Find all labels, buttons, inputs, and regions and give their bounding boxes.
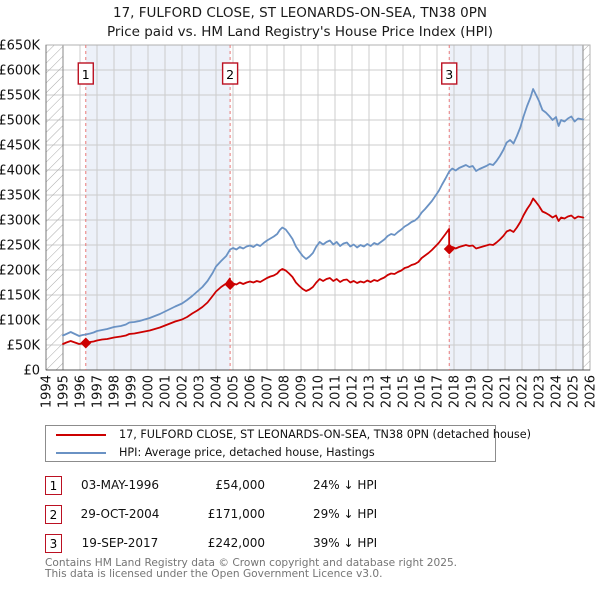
- svg-text:2002: 2002: [176, 375, 191, 408]
- svg-text:2017: 2017: [431, 375, 446, 408]
- copyright-footer: Contains HM Land Registry data © Crown c…: [45, 557, 458, 581]
- chart-title: 17, FULFORD CLOSE, ST LEONARDS-ON-SEA, T…: [112, 5, 488, 21]
- svg-text:1999: 1999: [125, 375, 140, 408]
- svg-text:2015: 2015: [397, 375, 412, 408]
- svg-text:£200K: £200K: [0, 264, 40, 279]
- copyright-line-2: This data is licensed under the Open Gov…: [45, 568, 383, 581]
- svg-text:£600K: £600K: [0, 64, 40, 79]
- svg-text:3: 3: [445, 67, 453, 82]
- svg-text:2025: 2025: [567, 375, 582, 408]
- svg-text:1996: 1996: [74, 375, 89, 408]
- svg-text:1: 1: [82, 67, 90, 82]
- svg-text:2016: 2016: [414, 375, 429, 408]
- svg-text:2012: 2012: [346, 375, 361, 408]
- sale-1-date: 03-MAY-1996: [80, 478, 159, 492]
- svg-text:2022: 2022: [516, 375, 531, 408]
- price-paid-line-swatch: [56, 433, 106, 436]
- sale-1-price: £54,000: [215, 478, 265, 492]
- sale-2-badge: 2: [45, 505, 62, 524]
- svg-text:2019: 2019: [465, 375, 480, 408]
- svg-text:£250K: £250K: [0, 239, 40, 254]
- legend-label-price-paid: 17, FULFORD CLOSE, ST LEONARDS-ON-SEA, T…: [119, 428, 531, 441]
- hpi-line-swatch: [56, 451, 106, 454]
- svg-text:2018: 2018: [448, 375, 463, 408]
- legend-label-hpi: HPI: Average price, detached house, Hast…: [119, 446, 375, 459]
- svg-text:£400K: £400K: [0, 164, 40, 179]
- chart-subtitle: Price paid vs. HM Land Registry's House …: [107, 24, 493, 40]
- table-row: 1 03-MAY-1996 £54,000 24% ↓ HPI: [45, 476, 565, 505]
- sale-3-badge: 3: [45, 534, 62, 553]
- svg-text:2023: 2023: [533, 375, 548, 408]
- table-row: 3 19-SEP-2017 £242,000 39% ↓ HPI: [45, 534, 565, 563]
- svg-text:£500K: £500K: [0, 114, 40, 129]
- svg-text:£650K: £650K: [0, 39, 40, 54]
- svg-text:£100K: £100K: [0, 314, 40, 329]
- svg-text:1997: 1997: [91, 375, 106, 408]
- svg-text:£300K: £300K: [0, 214, 40, 229]
- svg-text:2: 2: [226, 67, 234, 82]
- svg-text:2008: 2008: [278, 375, 293, 408]
- svg-text:2010: 2010: [312, 375, 327, 408]
- sale-3-vs-hpi: 39% ↓ HPI: [313, 536, 378, 550]
- svg-text:2006: 2006: [244, 375, 259, 408]
- sale-3-diamond-icon: [443, 243, 455, 255]
- svg-text:2013: 2013: [363, 375, 378, 408]
- svg-text:1998: 1998: [108, 375, 123, 408]
- sale-date-lines: [85, 45, 450, 370]
- svg-text:2021: 2021: [499, 375, 514, 408]
- y-axis-labels: £0 £50K £100K £150K £200K £250K £300K £350K £400…: [0, 39, 40, 379]
- legend-item-hpi: HPI: Average price, detached house, Hast…: [46, 445, 495, 460]
- sale-2-date: 29-OCT-2004: [80, 507, 160, 521]
- price-paid-line: [62, 197, 585, 345]
- svg-text:£0: £0: [23, 364, 40, 379]
- svg-text:2011: 2011: [329, 375, 344, 408]
- svg-text:2009: 2009: [295, 375, 310, 408]
- no-data-hatch: [46, 45, 590, 370]
- svg-text:£450K: £450K: [0, 139, 40, 154]
- sale-3-price: £242,000: [207, 536, 265, 550]
- table-row: 2 29-OCT-2004 £171,000 29% ↓ HPI: [45, 505, 565, 534]
- sale-1-vs-hpi: 24% ↓ HPI: [313, 478, 378, 492]
- ownership-bands: [85, 45, 584, 370]
- svg-text:2003: 2003: [193, 375, 208, 408]
- sale-2-marker-badge: 2: [221, 62, 239, 85]
- chart-legend: 17, FULFORD CLOSE, ST LEONARDS-ON-SEA, T…: [45, 425, 531, 462]
- sale-1-diamond-icon: [80, 337, 92, 349]
- sales-table: 1 03-MAY-1996 £54,000 24% ↓ HPI 2 29-OCT…: [45, 476, 565, 563]
- svg-text:2004: 2004: [210, 375, 225, 408]
- sale-1-marker-badge: 1: [77, 62, 94, 85]
- svg-text:1995: 1995: [57, 375, 72, 408]
- svg-text:£150K: £150K: [0, 289, 40, 304]
- sale-2-vs-hpi: 29% ↓ HPI: [313, 507, 378, 521]
- svg-text:2001: 2001: [159, 375, 174, 408]
- hpi-line: [62, 88, 585, 337]
- svg-text:£550K: £550K: [0, 89, 40, 104]
- sale-2-diamond-icon: [224, 279, 236, 290]
- svg-text:2020: 2020: [482, 375, 497, 408]
- copyright-line-1: Contains HM Land Registry data © Crown c…: [45, 557, 458, 569]
- sale-2-price: £171,000: [207, 507, 265, 521]
- svg-text:2026: 2026: [584, 375, 599, 408]
- price-chart: 1 2 3£0£50K£100K£150K£200K£250K£300K£350K£…: [0, 39, 599, 409]
- svg-text:£50K: £50K: [7, 339, 41, 354]
- svg-text:2005: 2005: [227, 375, 242, 408]
- svg-text:2007: 2007: [261, 375, 276, 408]
- svg-text:2024: 2024: [550, 375, 565, 408]
- sale-1-badge: 1: [45, 476, 62, 495]
- svg-text:2000: 2000: [142, 375, 157, 408]
- svg-text:1994: 1994: [40, 375, 55, 408]
- sale-3-date: 19-SEP-2017: [81, 536, 159, 550]
- sale-3-marker-badge: 3: [441, 62, 458, 85]
- x-axis-labels: 1994 1995 1996 1997 1998 1999 2000 2001 2002 2003…: [40, 375, 599, 408]
- svg-text:£350K: £350K: [0, 189, 40, 204]
- plot-border: [45, 44, 591, 371]
- legend-item-price-paid: 17, FULFORD CLOSE, ST LEONARDS-ON-SEA, T…: [46, 427, 531, 442]
- svg-text:2014: 2014: [380, 375, 395, 408]
